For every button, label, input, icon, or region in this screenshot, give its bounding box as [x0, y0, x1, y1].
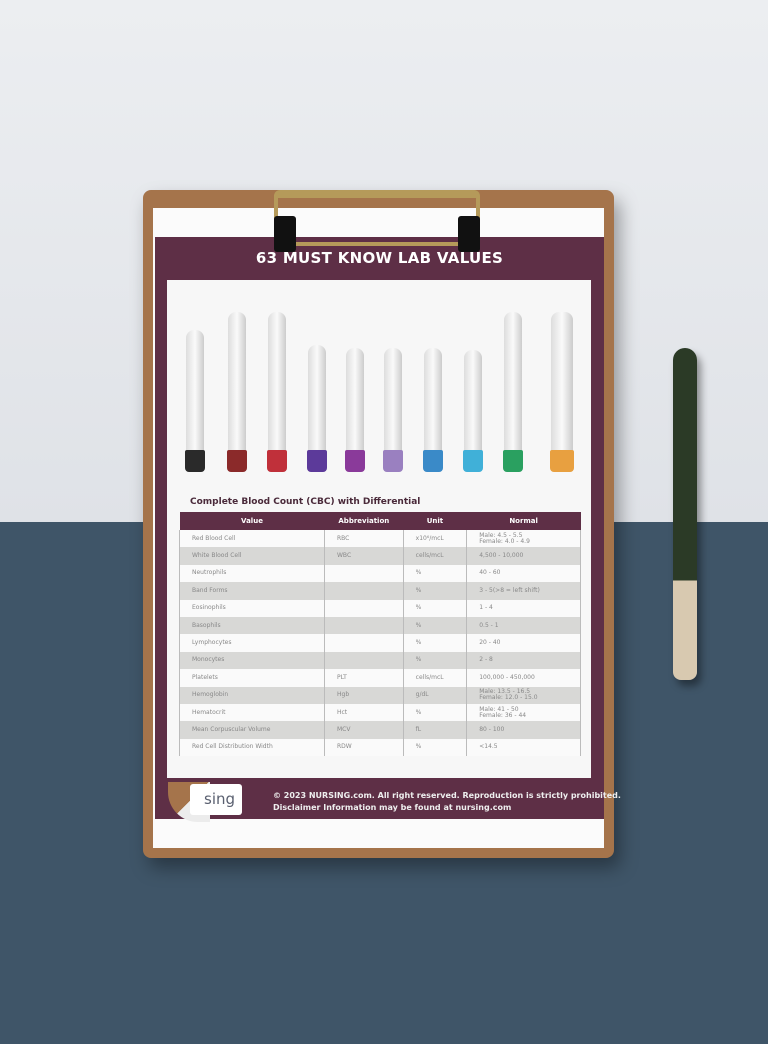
tube-cap [185, 450, 205, 472]
table-cell: cells/mcL [402, 547, 468, 565]
table-cell [324, 564, 404, 583]
table-cell: Hematocrit [179, 703, 325, 722]
table-cell: 0.5 - 1 [466, 616, 581, 635]
table-row: Eosinophils% 1 - 4 [179, 599, 581, 617]
table-cell: PLT [324, 669, 404, 687]
table-cell: White Blood Cell [179, 547, 325, 565]
table-cell: Hct [324, 703, 404, 722]
table-cell: MCV [324, 721, 404, 739]
table-cell: Lymphocytes [179, 634, 325, 652]
lab-values-table: Value Abbreviation Unit Normal Red Blood Cel… [179, 512, 581, 757]
blood-tube [307, 345, 327, 472]
blood-tube [383, 348, 403, 472]
table-row: Lymphocytes% 20 - 40 [179, 634, 581, 652]
blood-tube [227, 312, 247, 472]
table-cell: Monocytes [179, 651, 325, 670]
table-cell: 4,500 - 10,000 [466, 547, 581, 565]
table-cell: % [402, 634, 468, 652]
table-row: Hemoglobin Hgb g/dL Male: 13.5 - 16.5 Femal… [179, 686, 581, 704]
blood-tube [267, 312, 287, 472]
table-cell: g/dL [402, 686, 468, 704]
table-cell: % [402, 703, 468, 722]
table-cell: % [402, 738, 468, 757]
tube-cap [227, 450, 247, 472]
clipboard-clip [274, 190, 480, 246]
pen [673, 348, 697, 680]
table-cell: 1 - 4 [466, 599, 581, 617]
blood-tube [463, 350, 483, 472]
clip-foot-left [274, 216, 296, 252]
table-cell: 3 - 5(>8 = left shift) [466, 582, 581, 600]
blood-tube [550, 312, 574, 472]
table-cell: Red Blood Cell [179, 530, 325, 548]
table-cell: 2 - 8 [466, 651, 581, 670]
table-cell: % [402, 651, 468, 670]
table-row: Basophils% 0.5 - 1 [179, 616, 581, 635]
table-row: Platelets PLT cells/mcL 100,000 - 450,000 [179, 669, 581, 687]
table-row: Neutrophils% 40 - 60 [179, 564, 581, 583]
tube-cap [423, 450, 443, 472]
table-cell: Male: 13.5 - 16.5 Female: 12.0 - 15.0 [466, 686, 581, 704]
table-cell: % [402, 564, 468, 583]
table-cell [324, 634, 404, 652]
table-cell: RDW [324, 738, 404, 757]
clip-foot-right [458, 216, 480, 252]
table-cell: Hgb [324, 686, 404, 704]
column-header: Unit [403, 512, 467, 530]
table-row: Red Blood Cell RBC x10⁶/mcL Male: 4.5 - 5.5… [179, 530, 581, 548]
table-cell: x10⁶/mcL [402, 530, 468, 548]
table-cell: 100,000 - 450,000 [466, 669, 581, 687]
section-title: Complete Blood Count (CBC) with Differen… [190, 497, 421, 507]
table-cell: cells/mcL [402, 669, 468, 687]
document-title: 63 MUST KNOW LAB VALUES [255, 249, 504, 267]
copyright-text: © 2023 NURSING.com. All right reserved. … [273, 791, 621, 800]
table-cell: % [402, 582, 468, 600]
table-cell: % [402, 616, 468, 635]
tube-cap [307, 450, 327, 472]
column-header: Value [179, 512, 325, 530]
table-cell: Band Forms [179, 582, 325, 600]
table-cell [324, 616, 404, 635]
table-cell: Eosinophils [179, 599, 325, 617]
table-cell: 40 - 60 [466, 564, 581, 583]
blood-tube [503, 312, 523, 472]
table-row: Red Cell Distribution Width RDW% <14.5 [179, 738, 581, 757]
tube-cap [383, 450, 403, 472]
table-cell: Neutrophils [179, 564, 325, 583]
table-cell: RBC [324, 530, 404, 548]
table-cell [324, 599, 404, 617]
table-cell: Red Cell Distribution Width [179, 738, 325, 757]
table-cell: Male: 4.5 - 5.5 Female: 4.0 - 4.9 [466, 530, 581, 548]
tube-cap [463, 450, 483, 472]
table-cell: Platelets [179, 669, 325, 687]
tube-cap [345, 450, 365, 472]
table-cell: % [402, 599, 468, 617]
table-row: Mean Corpuscular Volume MCV fL 80 - 100 [179, 721, 581, 739]
nursing-logo: sing [190, 784, 242, 815]
tube-cap [503, 450, 523, 472]
tube-cap [550, 450, 574, 472]
table-cell: Mean Corpuscular Volume [179, 721, 325, 739]
table-row: White Blood Cell WBC cells/mcL 4,500 - 10,0… [179, 547, 581, 565]
disclaimer-text: Disclaimer Information may be found at n… [273, 803, 512, 812]
table-cell: 80 - 100 [466, 721, 581, 739]
table-cell: Hemoglobin [179, 686, 325, 704]
table-row: Band Forms% 3 - 5(>8 = left shift) [179, 582, 581, 600]
table-row: Hematocrit Hct% Male: 41 - 50 Female: 36 -… [179, 703, 581, 722]
blood-tube [345, 348, 365, 472]
blood-tube [423, 348, 443, 472]
table-cell: Male: 41 - 50 Female: 36 - 44 [466, 703, 581, 722]
table-row: Monocytes% 2 - 8 [179, 651, 581, 670]
tube-cap [267, 450, 287, 472]
table-cell: WBC [324, 547, 404, 565]
column-header: Normal [466, 512, 581, 530]
table-cell [324, 582, 404, 600]
table-cell: 20 - 40 [466, 634, 581, 652]
column-header: Abbreviation [324, 512, 404, 530]
table-cell: fL [402, 721, 468, 739]
table-cell [324, 651, 404, 670]
table-cell: <14.5 [466, 738, 581, 757]
table-cell: Basophils [179, 616, 325, 635]
blood-tube [185, 330, 205, 472]
